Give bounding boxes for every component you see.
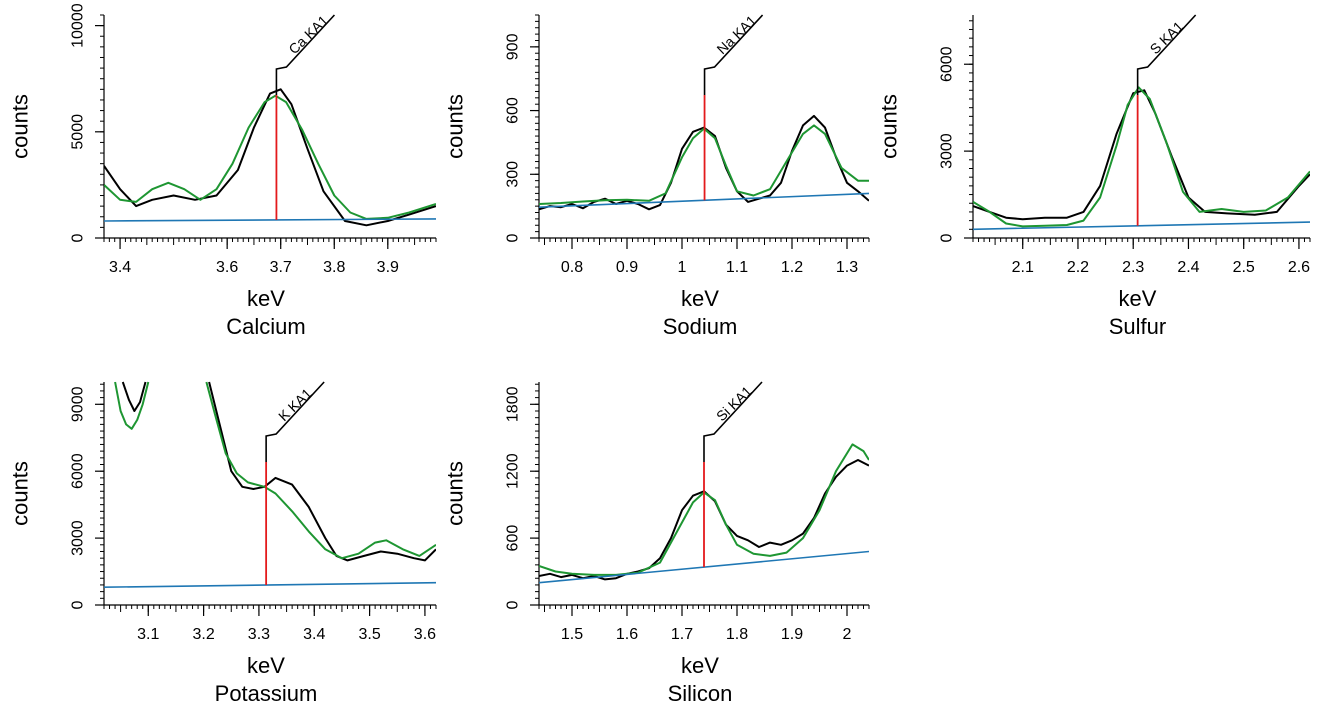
line-label: S KA1 [1147, 18, 1187, 57]
x-tick-label: 2.6 [1288, 259, 1310, 276]
chart-title: Calcium [226, 314, 305, 339]
chart-panel-potassium: 3.1 3.2 3.3 3.4 3.5 3.6 0 3000 6000 9000 keV Potass… [8, 381, 437, 706]
chart-title: Sulfur [1109, 314, 1166, 339]
fit-series-line [973, 86, 1310, 228]
background-series-line [539, 192, 869, 208]
x-axis-label: keV [681, 653, 719, 678]
x-tick-label: 3.8 [323, 259, 345, 276]
y-tick-label: 0 [70, 600, 87, 609]
x-tick-label: 3.6 [414, 626, 436, 643]
y-tick-label: 1800 [505, 386, 522, 422]
x-tick-label: 0.8 [561, 259, 583, 276]
x-tick-label: 1.7 [671, 626, 693, 643]
fit-series-line [114, 381, 150, 430]
measured-series-line [121, 381, 147, 412]
x-tick-label: 2.2 [1067, 259, 1089, 276]
x-tick-label: 1.5 [561, 626, 583, 643]
x-tick-label: 1.9 [781, 626, 803, 643]
x-tick-label: 1.6 [616, 626, 638, 643]
x-tick-label: 2 [843, 626, 852, 643]
x-tick-label: 1.8 [726, 626, 748, 643]
line-label-leader [1136, 14, 1197, 95]
plot-area [104, 88, 436, 227]
chart-panel-sodium: 0.8 0.9 1 1.1 1.2 1.3 0 300 600 900 keV Sodium count… [443, 12, 870, 339]
x-tick-label: 2.4 [1177, 259, 1199, 276]
y-tick-label: 10000 [70, 3, 87, 48]
x-tick-label: 1.3 [836, 259, 858, 276]
chart-title: Silicon [668, 681, 733, 706]
measured-series-line [104, 88, 436, 227]
plot-area [973, 86, 1310, 231]
chart-panel-silicon: 1.5 1.6 1.7 1.8 1.9 2 0 600 1200 1800 keV Silicon co… [443, 381, 870, 706]
line-label-leader [265, 381, 325, 462]
background-series-line [104, 218, 436, 222]
y-tick-label: 300 [505, 161, 522, 188]
chart-title: Potassium [215, 681, 318, 706]
x-axis-label: keV [681, 286, 719, 311]
y-tick-label: 3000 [70, 520, 87, 556]
y-tick-label: 600 [505, 525, 522, 552]
y-tick-label: 0 [70, 233, 87, 242]
x-tick-label: 3.6 [216, 259, 238, 276]
x-axis-label: keV [247, 653, 285, 678]
x-tick-label: 1 [678, 259, 687, 276]
y-tick-label: 600 [505, 97, 522, 124]
background-series-line [973, 221, 1310, 231]
fit-series-line [539, 443, 869, 576]
y-axis-label: counts [8, 461, 33, 526]
y-tick-label: 5000 [70, 114, 87, 150]
x-tick-label: 3.4 [109, 259, 131, 276]
line-label-leader [703, 381, 763, 462]
y-axis-label: counts [8, 94, 33, 159]
x-tick-label: 3.1 [137, 626, 159, 643]
measured-series-line [208, 381, 436, 562]
line-label: K KA1 [275, 385, 315, 424]
y-tick-label: 6000 [939, 46, 956, 82]
plot-area [104, 381, 436, 588]
y-axis-label: counts [877, 94, 902, 159]
background-series-line [104, 581, 436, 588]
x-tick-label: 1.1 [726, 259, 748, 276]
fit-series-line [539, 124, 869, 205]
x-tick-label: 1.2 [781, 259, 803, 276]
fit-series-line [205, 381, 436, 560]
y-axis-label: counts [443, 94, 468, 159]
y-axis-label: counts [443, 461, 468, 526]
chart-title: Sodium [663, 314, 738, 339]
measured-series-line [973, 89, 1310, 221]
x-tick-label: 3.4 [303, 626, 325, 643]
x-tick-label: 3.3 [248, 626, 270, 643]
y-tick-label: 9000 [70, 386, 87, 422]
background-series-line [539, 550, 869, 584]
fit-series-line [104, 94, 436, 220]
line-label-leader [703, 14, 764, 95]
x-tick-label: 2.5 [1233, 259, 1255, 276]
line-label: Ca KA1 [285, 12, 331, 57]
x-tick-label: 2.1 [1012, 259, 1034, 276]
chart-panel-calcium: 3.4 3.6 3.7 3.8 3.9 0 5000 10000 keV Calcium count… [8, 3, 437, 339]
x-tick-label: 3.9 [377, 259, 399, 276]
x-tick-label: 3.2 [192, 626, 214, 643]
x-axis-label: keV [247, 286, 285, 311]
y-tick-label: 3000 [939, 133, 956, 169]
line-label-leader [275, 14, 336, 95]
y-tick-label: 0 [505, 233, 522, 242]
x-tick-label: 3.5 [358, 626, 380, 643]
y-tick-label: 1200 [505, 453, 522, 489]
x-tick-label: 3.7 [270, 259, 292, 276]
line-label: Si KA1 [713, 383, 755, 424]
y-tick-label: 0 [505, 600, 522, 609]
x-axis-label: keV [1119, 286, 1157, 311]
chart-panel-sulfur: 2.1 2.2 2.3 2.4 2.5 2.6 0 3000 6000 keV Sulfur coun… [877, 14, 1311, 339]
y-tick-label: 900 [505, 33, 522, 60]
x-tick-label: 2.3 [1122, 259, 1144, 276]
y-tick-label: 0 [939, 233, 956, 242]
y-tick-label: 6000 [70, 453, 87, 489]
x-tick-label: 0.9 [616, 259, 638, 276]
line-label: Na KA1 [714, 12, 760, 57]
